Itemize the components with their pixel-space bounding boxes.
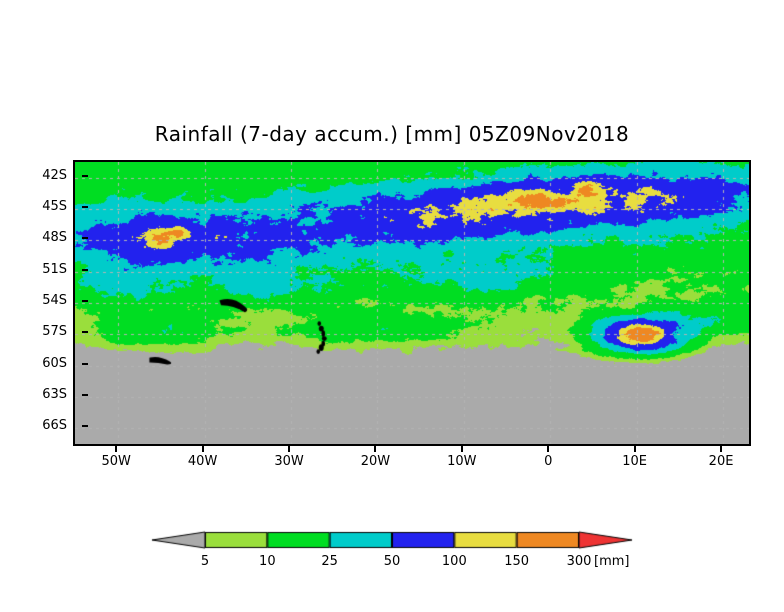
colorbar-tick-label: 10 (259, 554, 276, 569)
x-tick-label: 10E (622, 454, 648, 469)
x-tick-label: 50W (101, 454, 131, 469)
y-tick-label: 66S (42, 418, 67, 434)
page-title: Rainfall (7-day accum.) [mm] 05Z09Nov201… (154, 122, 630, 146)
map-plot-area[interactable] (73, 160, 751, 446)
x-tick-mark (374, 446, 377, 452)
x-tick-label: 20W (360, 454, 391, 469)
y-tick-label: 51S (42, 261, 67, 277)
colorbar-units-label: [mm] (594, 554, 630, 569)
x-tick-mark (547, 446, 550, 452)
colorbar-tick-label: 100 (441, 554, 467, 569)
y-tick-mark (82, 206, 88, 208)
y-tick-label: 42S (42, 167, 67, 183)
y-axis: 42S 45S 48S 51S 54S 57S 60S 63S 66S (15, 160, 88, 442)
x-tick-label: 0 (544, 454, 553, 469)
y-tick-mark (82, 237, 88, 240)
colorbar-tick-label: 50 (383, 554, 401, 569)
y-tick-label: 54S (42, 293, 67, 308)
colorbar-swatches[interactable] (150, 524, 634, 554)
x-tick-mark (460, 446, 463, 452)
y-tick-label: 45S (42, 199, 67, 214)
colorbar-tick-label: 25 (321, 554, 338, 569)
colorbar-tick-label: 5 (200, 554, 210, 569)
y-tick-mark (82, 331, 88, 334)
y-tick-mark (82, 268, 88, 271)
y-tick-mark (82, 174, 88, 177)
x-tick-mark (633, 446, 636, 452)
y-tick-label: 57S (42, 324, 67, 340)
x-axis: 50W 40W 30W 20W 10W 0 10E 20E (73, 446, 751, 470)
x-tick-label: 10W (447, 454, 477, 469)
x-tick-mark (288, 446, 291, 452)
colorbar: [mm] 5 10 25 50 100 150 300 (0, 520, 784, 580)
y-tick-mark (82, 362, 88, 365)
y-tick-mark (82, 394, 88, 396)
colorbar-tick-label: 300 (566, 554, 592, 569)
y-tick-label: 48S (42, 230, 67, 246)
y-tick-mark (82, 425, 88, 428)
x-tick-mark (720, 446, 723, 452)
x-tick-mark (115, 446, 118, 452)
x-tick-label: 40W (187, 454, 218, 469)
x-tick-mark (201, 446, 204, 452)
x-tick-label: 30W (274, 454, 304, 469)
y-tick-label: 60S (42, 355, 67, 371)
y-tick-label: 63S (42, 387, 67, 402)
y-tick-mark (82, 300, 88, 302)
x-tick-label: 20E (708, 454, 734, 469)
colorbar-tick-label: 150 (504, 554, 530, 569)
rainfall-heatmap-canvas[interactable] (75, 162, 749, 444)
